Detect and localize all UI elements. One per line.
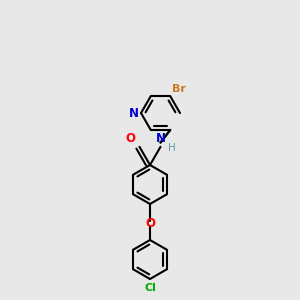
Text: N: N xyxy=(129,106,139,119)
Text: O: O xyxy=(125,132,135,145)
Text: H: H xyxy=(168,143,176,153)
Text: N: N xyxy=(155,132,166,145)
Text: Cl: Cl xyxy=(144,283,156,292)
Text: Br: Br xyxy=(172,84,186,94)
Text: O: O xyxy=(145,217,155,230)
